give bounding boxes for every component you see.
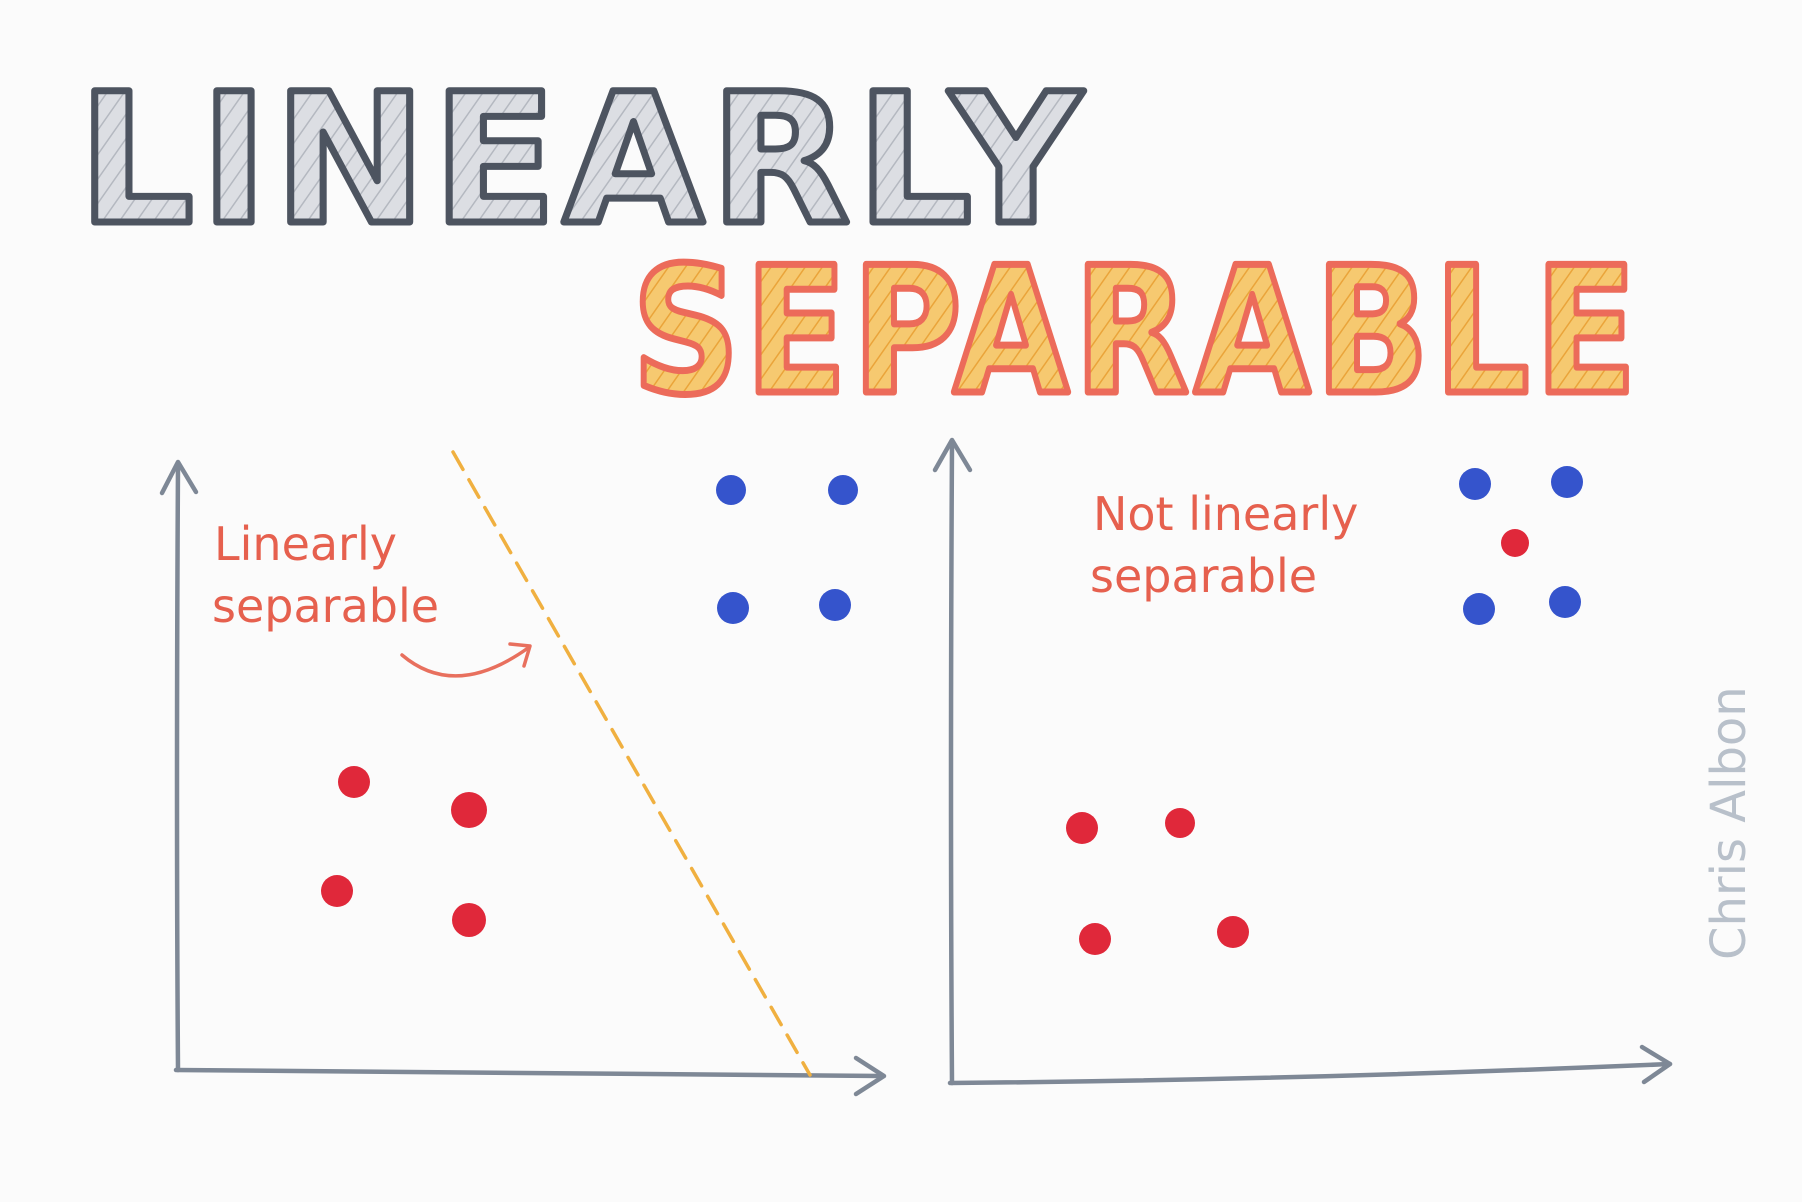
red-point (1079, 923, 1111, 955)
title-linearly: LINEARLY (78, 56, 1088, 265)
red-point (1217, 916, 1249, 948)
red-point (321, 875, 353, 907)
left-label-line1: Linearly (214, 517, 397, 571)
red-point (1066, 812, 1098, 844)
right-label-line2: separable (1090, 549, 1317, 603)
right-panel: Not linearly separable (932, 437, 1673, 1086)
right-y-axis-arrowhead (932, 437, 973, 473)
left-blue-cluster (716, 475, 858, 624)
blue-point (1459, 468, 1491, 500)
blue-point (1463, 593, 1495, 625)
right-blue-cluster (1459, 466, 1583, 625)
left-x-axis (173, 1067, 885, 1079)
right-red-cluster (1066, 808, 1249, 955)
blue-point (717, 592, 749, 624)
right-x-axis-arrowhead (1639, 1044, 1673, 1085)
left-y-axis-arrowhead (159, 459, 199, 496)
right-x-axis (947, 1061, 1673, 1086)
blue-point (819, 589, 851, 621)
right-label-line1: Not linearly (1093, 487, 1358, 541)
red-point (451, 792, 487, 828)
red-point (338, 766, 370, 798)
red-point (452, 903, 486, 937)
blue-point (1549, 586, 1581, 618)
red-point (1165, 808, 1195, 838)
blue-point (716, 475, 746, 505)
left-x-axis-arrowhead (853, 1055, 887, 1097)
blue-point (828, 475, 858, 505)
curved-arrow-icon (400, 642, 532, 678)
red-point-among-blue (1501, 529, 1529, 557)
left-label-line2: separable (212, 579, 439, 633)
separating-line (451, 450, 812, 1077)
right-y-axis (948, 440, 955, 1086)
title-separable: SEPARABLE (632, 231, 1642, 434)
signature: Chris Albon (1701, 686, 1757, 960)
left-panel: Linearly separable (159, 450, 887, 1097)
blue-point (1551, 466, 1583, 498)
left-y-axis (174, 462, 181, 1073)
left-red-cluster (321, 766, 487, 937)
